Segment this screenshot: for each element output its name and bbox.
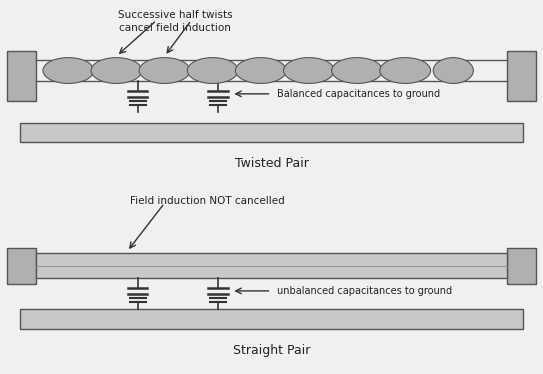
FancyBboxPatch shape — [20, 309, 523, 329]
Ellipse shape — [187, 58, 238, 83]
Ellipse shape — [332, 58, 382, 83]
Ellipse shape — [91, 58, 142, 83]
FancyBboxPatch shape — [7, 51, 36, 101]
FancyBboxPatch shape — [507, 248, 536, 284]
Text: Successive half twists
cancel field induction: Successive half twists cancel field indu… — [118, 10, 232, 33]
FancyBboxPatch shape — [7, 248, 36, 284]
Text: Straight Pair: Straight Pair — [233, 344, 310, 356]
Ellipse shape — [236, 58, 286, 83]
Ellipse shape — [43, 58, 94, 83]
Text: Balanced capacitances to ground: Balanced capacitances to ground — [277, 89, 440, 99]
FancyBboxPatch shape — [507, 51, 536, 101]
Text: Field induction NOT cancelled: Field induction NOT cancelled — [130, 196, 285, 206]
FancyBboxPatch shape — [20, 123, 523, 142]
Text: Twisted Pair: Twisted Pair — [235, 157, 308, 170]
Ellipse shape — [433, 58, 473, 83]
FancyBboxPatch shape — [36, 253, 507, 278]
Text: unbalanced capacitances to ground: unbalanced capacitances to ground — [277, 286, 452, 296]
Ellipse shape — [380, 58, 431, 83]
Ellipse shape — [139, 58, 190, 83]
Ellipse shape — [283, 58, 334, 83]
